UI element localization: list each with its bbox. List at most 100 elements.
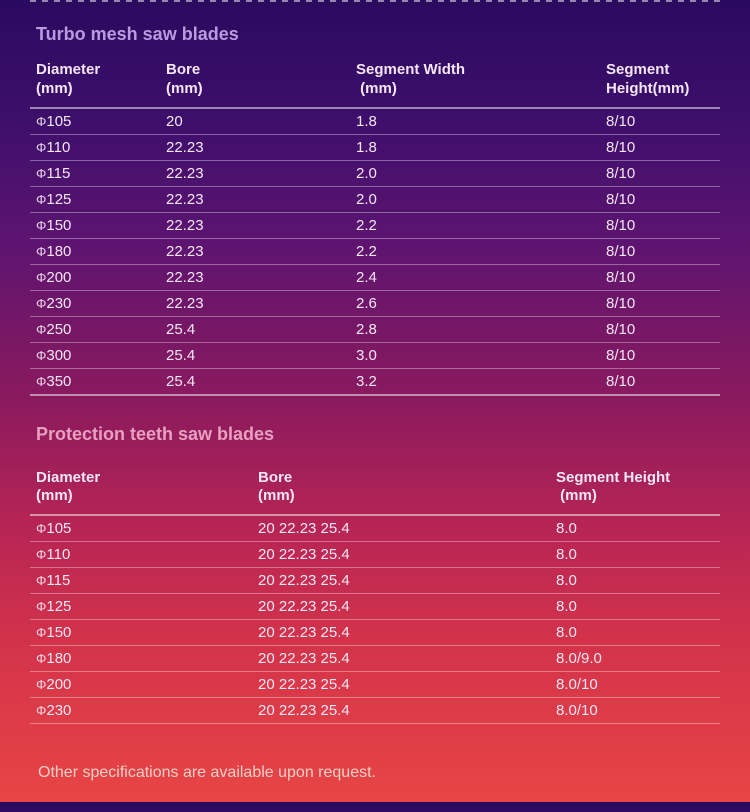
cell-diameter: Φ200: [30, 264, 160, 290]
cell-seg-height: 8/10: [600, 186, 720, 212]
cell-seg-height: 8/10: [600, 134, 720, 160]
cell-seg-height: 8/10: [600, 316, 720, 342]
cell-seg-height: 8.0/10: [550, 672, 720, 698]
table-row: Φ15022.232.28/10: [30, 212, 720, 238]
th-seg-width: Segment Width (mm): [350, 59, 600, 108]
table-row: Φ11020 22.23 25.48.0: [30, 542, 720, 568]
cell-seg-height: 8/10: [600, 290, 720, 316]
cell-bore: 20 22.23 25.4: [252, 620, 550, 646]
table-row: Φ25025.42.88/10: [30, 316, 720, 342]
cell-seg-height: 8.0: [550, 542, 720, 568]
cell-diameter: Φ180: [30, 646, 252, 672]
cell-bore: 22.23: [160, 212, 350, 238]
table-row: Φ20022.232.48/10: [30, 264, 720, 290]
cell-bore: 20 22.23 25.4: [252, 698, 550, 724]
cell-bore: 22.23: [160, 134, 350, 160]
phi-icon: Φ: [36, 348, 46, 363]
table-row: Φ35025.43.28/10: [30, 368, 720, 395]
cell-seg-width: 2.6: [350, 290, 600, 316]
cell-seg-height: 8/10: [600, 160, 720, 186]
cell-seg-height: 8.0/9.0: [550, 646, 720, 672]
cell-seg-width: 2.0: [350, 186, 600, 212]
phi-icon: Φ: [36, 270, 46, 285]
cell-diameter: Φ200: [30, 672, 252, 698]
table-row: Φ11522.232.08/10: [30, 160, 720, 186]
table-row: Φ18020 22.23 25.48.0/9.0: [30, 646, 720, 672]
cell-diameter: Φ115: [30, 160, 160, 186]
table-row: Φ11022.231.88/10: [30, 134, 720, 160]
cell-bore: 22.23: [160, 160, 350, 186]
cell-seg-height: 8/10: [600, 238, 720, 264]
phi-icon: Φ: [36, 625, 46, 640]
phi-icon: Φ: [36, 218, 46, 233]
cell-seg-height: 8.0: [550, 620, 720, 646]
table-row: Φ12520 22.23 25.48.0: [30, 594, 720, 620]
cell-bore: 22.23: [160, 264, 350, 290]
cell-diameter: Φ150: [30, 212, 160, 238]
cell-bore: 22.23: [160, 290, 350, 316]
cell-diameter: Φ230: [30, 290, 160, 316]
cell-diameter: Φ350: [30, 368, 160, 395]
cell-seg-height: 8/10: [600, 342, 720, 368]
cell-seg-width: 1.8: [350, 108, 600, 135]
phi-icon: Φ: [36, 521, 46, 536]
cell-bore: 20 22.23 25.4: [252, 568, 550, 594]
cell-diameter: Φ150: [30, 620, 252, 646]
cell-diameter: Φ180: [30, 238, 160, 264]
cell-seg-width: 2.0: [350, 160, 600, 186]
phi-icon: Φ: [36, 547, 46, 562]
table-row: Φ12522.232.08/10: [30, 186, 720, 212]
phi-icon: Φ: [36, 244, 46, 259]
table-row: Φ11520 22.23 25.48.0: [30, 568, 720, 594]
table-row: Φ23022.232.68/10: [30, 290, 720, 316]
th-bore: Bore(mm): [160, 59, 350, 108]
cell-seg-width: 2.2: [350, 212, 600, 238]
th2-seg-height: Segment Height (mm): [550, 459, 720, 516]
phi-icon: Φ: [36, 166, 46, 181]
cell-diameter: Φ300: [30, 342, 160, 368]
cell-seg-width: 3.0: [350, 342, 600, 368]
cell-seg-width: 2.4: [350, 264, 600, 290]
cell-diameter: Φ125: [30, 186, 160, 212]
cell-bore: 20 22.23 25.4: [252, 542, 550, 568]
cell-bore: 25.4: [160, 316, 350, 342]
phi-icon: Φ: [36, 322, 46, 337]
cell-diameter: Φ110: [30, 542, 252, 568]
phi-icon: Φ: [36, 599, 46, 614]
cell-seg-height: 8/10: [600, 368, 720, 395]
cell-diameter: Φ110: [30, 134, 160, 160]
th2-bore: Bore(mm): [252, 459, 550, 516]
cell-diameter: Φ105: [30, 515, 252, 542]
protection-title: Protection teeth saw blades: [36, 424, 720, 445]
cell-seg-height: 8.0/10: [550, 698, 720, 724]
cell-seg-height: 8.0: [550, 515, 720, 542]
table-row: Φ10520 22.23 25.48.0: [30, 515, 720, 542]
cell-seg-height: 8.0: [550, 594, 720, 620]
table-row: Φ18022.232.28/10: [30, 238, 720, 264]
cell-seg-width: 1.8: [350, 134, 600, 160]
th-diameter: Diameter(mm): [30, 59, 160, 108]
cell-diameter: Φ115: [30, 568, 252, 594]
cell-seg-width: 2.8: [350, 316, 600, 342]
turbo-table: Diameter(mm) Bore(mm) Segment Width (mm)…: [30, 59, 720, 396]
cell-bore: 22.23: [160, 186, 350, 212]
protection-table: Diameter(mm) Bore(mm) Segment Height (mm…: [30, 459, 720, 725]
phi-icon: Φ: [36, 114, 46, 129]
cell-seg-height: 8/10: [600, 212, 720, 238]
cell-bore: 20: [160, 108, 350, 135]
cell-bore: 25.4: [160, 368, 350, 395]
cell-bore: 20 22.23 25.4: [252, 594, 550, 620]
phi-icon: Φ: [36, 374, 46, 389]
cell-diameter: Φ125: [30, 594, 252, 620]
table-row: Φ23020 22.23 25.48.0/10: [30, 698, 720, 724]
cell-diameter: Φ230: [30, 698, 252, 724]
cell-bore: 20 22.23 25.4: [252, 672, 550, 698]
phi-icon: Φ: [36, 573, 46, 588]
cell-seg-width: 2.2: [350, 238, 600, 264]
phi-icon: Φ: [36, 677, 46, 692]
table-row: Φ30025.43.08/10: [30, 342, 720, 368]
cell-seg-height: 8/10: [600, 264, 720, 290]
cell-diameter: Φ105: [30, 108, 160, 135]
th2-diameter: Diameter(mm): [30, 459, 252, 516]
phi-icon: Φ: [36, 192, 46, 207]
